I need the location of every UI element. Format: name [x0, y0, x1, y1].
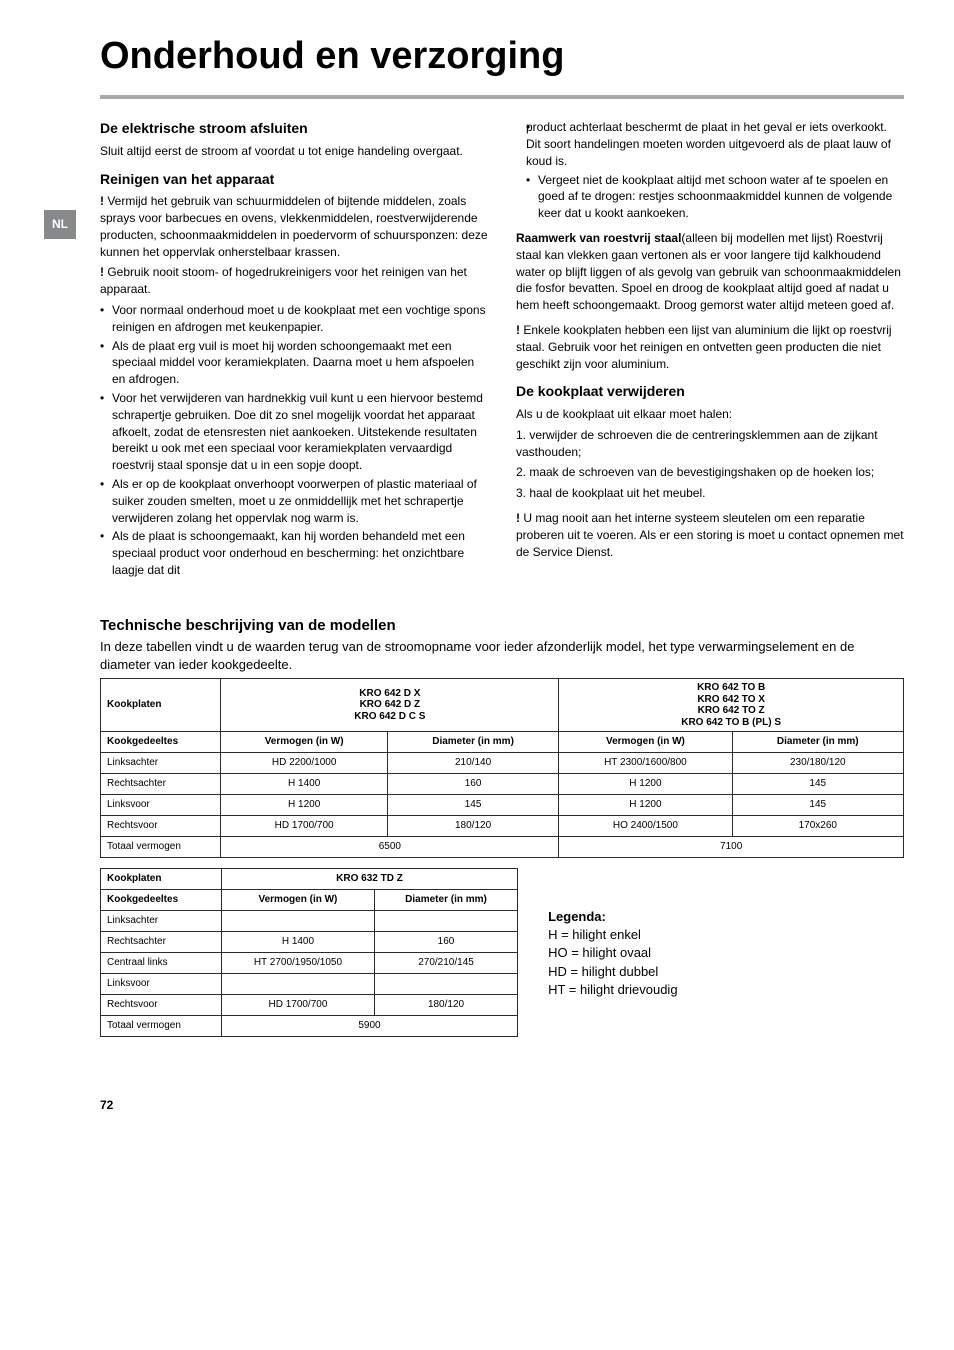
section-heading-disconnect: De elektrische stroom afsluiten: [100, 119, 488, 139]
table-row: Centraal links HT 2700/1950/1050 270/210…: [101, 953, 518, 974]
col-header: Vermogen (in W): [559, 732, 732, 753]
table-row: Linksvoor: [101, 974, 518, 995]
warning-text: Vermijd het gebruik van schuurmiddelen o…: [100, 194, 488, 258]
model-header: KRO 632 TD Z: [221, 869, 517, 890]
table-row: Rechtsachter H 1400 160: [101, 932, 518, 953]
legend-line: HO = hilight ovaal: [548, 944, 677, 962]
left-column: De elektrische stroom afsluiten Sluit al…: [100, 119, 488, 585]
page-number: 72: [100, 1097, 904, 1114]
table-row: Linksvoor H 1200 145 H 1200 145: [101, 795, 904, 816]
section-heading-remove: De kookplaat verwijderen: [516, 382, 904, 402]
spec-table-1: Kookplaten KRO 642 D X KRO 642 D Z KRO 6…: [100, 678, 904, 858]
table-row-total: Totaal vermogen 5900: [101, 1016, 518, 1037]
numbered-step: 2. maak de schroeven van de bevestigings…: [516, 464, 904, 481]
inline-note: (alleen bij modellen met lijst): [681, 231, 832, 245]
warning-icon: !: [100, 265, 104, 279]
legend-box: Legenda: H = hilight enkel HO = hilight …: [548, 908, 677, 999]
inline-heading: Raamwerk van roestvrij staal: [516, 231, 681, 245]
tech-intro: In deze tabellen vindt u de waarden teru…: [100, 638, 904, 674]
right-column: product achterlaat beschermt de plaat in…: [516, 119, 904, 585]
col-header: Diameter (in mm): [374, 890, 517, 911]
warning-text: Gebruik nooit stoom- of hogedrukreiniger…: [100, 265, 467, 296]
col-header: Diameter (in mm): [732, 732, 903, 753]
col-header: Kookplaten: [101, 679, 221, 732]
table-row: Rechtsvoor HD 1700/700 180/120: [101, 995, 518, 1016]
legend-line: HD = hilight dubbel: [548, 963, 677, 981]
list-item-continuation: product achterlaat beschermt de plaat in…: [526, 119, 904, 169]
title-divider: [100, 95, 904, 99]
page-title: Onderhoud en verzorging: [100, 30, 904, 83]
warning-paragraph: ! Vermijd het gebruik van schuurmiddelen…: [100, 193, 488, 260]
language-tab: NL: [44, 210, 76, 239]
legend-line: H = hilight enkel: [548, 926, 677, 944]
model-header-a: KRO 642 D X KRO 642 D Z KRO 642 D C S: [221, 679, 559, 732]
col-header: Diameter (in mm): [387, 732, 558, 753]
numbered-step: 3. haal de kookplaat uit het meubel.: [516, 485, 904, 502]
paragraph: Als u de kookplaat uit elkaar moet halen…: [516, 406, 904, 423]
model-header-b: KRO 642 TO B KRO 642 TO X KRO 642 TO Z K…: [559, 679, 904, 732]
warning-paragraph: ! Enkele kookplaten hebben een lijst van…: [516, 322, 904, 372]
two-column-body: De elektrische stroom afsluiten Sluit al…: [100, 119, 904, 585]
list-item: Als er op de kookplaat onverhoopt voorwe…: [100, 476, 488, 526]
list-item: Als de plaat erg vuil is moet hij worden…: [100, 338, 488, 388]
list-item: Voor normaal onderhoud moet u de kookpla…: [100, 302, 488, 336]
legend-line: HT = hilight drievoudig: [548, 981, 677, 999]
subsection-raamwerk: Raamwerk van roestvrij staal(alleen bij …: [516, 230, 904, 314]
spec-table-2: Kookplaten KRO 632 TD Z Kookgedeeltes Ve…: [100, 868, 518, 1037]
legend-title: Legenda:: [548, 908, 677, 926]
list-item: Voor het verwijderen van hardnekkig vuil…: [100, 390, 488, 474]
col-header: Vermogen (in W): [221, 732, 387, 753]
warning-icon: !: [100, 194, 104, 208]
table-row: Linksachter: [101, 911, 518, 932]
bullet-list: Voor normaal onderhoud moet u de kookpla…: [100, 302, 488, 579]
technical-section: Technische beschrijving van de modellen …: [100, 615, 904, 1037]
col-header: Kookplaten: [101, 869, 222, 890]
warning-paragraph: ! Gebruik nooit stoom- of hogedrukreinig…: [100, 264, 488, 298]
warning-paragraph: ! U mag nooit aan het interne systeem sl…: [516, 510, 904, 560]
numbered-step: 1. verwijder de schroeven die de centrer…: [516, 427, 904, 461]
section-heading-clean: Reinigen van het apparaat: [100, 170, 488, 190]
warning-text: Enkele kookplaten hebben een lijst van a…: [516, 323, 892, 371]
table-row-total: Totaal vermogen 6500 7100: [101, 837, 904, 858]
table-row: Rechtsachter H 1400 160 H 1200 145: [101, 774, 904, 795]
list-item: Vergeet niet de kookplaat altijd met sch…: [526, 172, 904, 222]
bullet-list-continued: product achterlaat beschermt de plaat in…: [526, 119, 904, 222]
paragraph: Sluit altijd eerst de stroom af voordat …: [100, 143, 488, 160]
table-row: Rechtsvoor HD 1700/700 180/120 HO 2400/1…: [101, 816, 904, 837]
table-row: Linksachter HD 2200/1000 210/140 HT 2300…: [101, 753, 904, 774]
col-header: Kookgedeeltes: [101, 732, 221, 753]
list-item: Als de plaat is schoongemaakt, kan hij w…: [100, 528, 488, 578]
warning-icon: !: [516, 511, 520, 525]
tech-heading: Technische beschrijving van de modellen: [100, 615, 904, 636]
warning-text: U mag nooit aan het interne systeem sleu…: [516, 511, 904, 559]
col-header: Vermogen (in W): [221, 890, 374, 911]
col-header: Kookgedeeltes: [101, 890, 222, 911]
warning-icon: !: [516, 323, 520, 337]
